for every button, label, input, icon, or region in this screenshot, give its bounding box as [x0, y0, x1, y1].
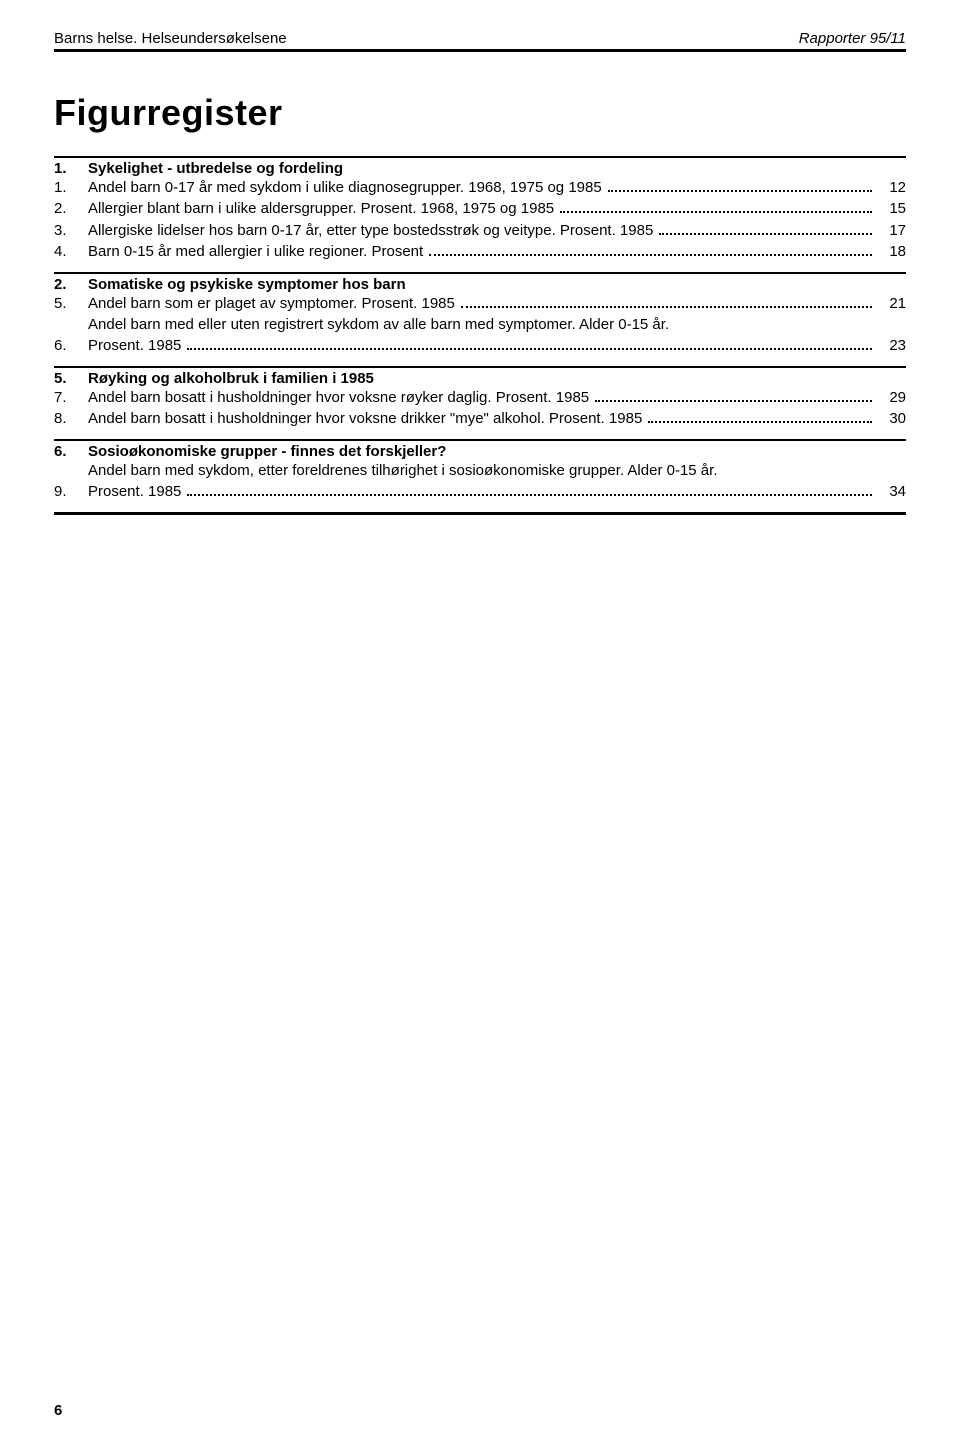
toc-entry: 8.Andel barn bosatt i husholdninger hvor…	[54, 409, 906, 429]
entry-text: Andel barn 0-17 år med sykdom i ulike di…	[88, 178, 906, 198]
entry-page: 12	[876, 178, 906, 198]
header-left: Barns helse. Helseundersøkelsene	[54, 30, 287, 47]
toc-entry: 6.Andel barn med eller uten registrert s…	[54, 315, 906, 356]
entry-page: 15	[876, 199, 906, 219]
section-number: 6.	[54, 443, 88, 460]
leader-dots	[608, 190, 872, 192]
section-heading: 5.Røyking og alkoholbruk i familien i 19…	[54, 370, 906, 387]
entry-text: Andel barn som er plaget av symptomer. P…	[88, 294, 906, 314]
section-title: Røyking og alkoholbruk i familien i 1985	[88, 370, 374, 387]
section-title: Sykelighet - utbredelse og fordeling	[88, 160, 343, 177]
header-right: Rapporter 95/11	[799, 30, 906, 47]
toc-section: 6.Sosioøkonomiske grupper - finnes det f…	[54, 439, 906, 502]
entry-label: Andel barn som er plaget av symptomer. P…	[88, 294, 455, 314]
entry-label-row: Andel barn 0-17 år med sykdom i ulike di…	[88, 178, 906, 198]
page-title: Figurregister	[54, 92, 906, 134]
entry-number: 1.	[54, 178, 88, 198]
leader-dots	[648, 421, 872, 423]
entry-text: Barn 0-15 år med allergier i ulike regio…	[88, 242, 906, 262]
entry-text: Allergier blant barn i ulike aldersgrupp…	[88, 199, 906, 219]
entry-number: 6.	[54, 336, 88, 356]
entry-number: 8.	[54, 409, 88, 429]
section-number: 1.	[54, 160, 88, 177]
entry-page: 18	[876, 242, 906, 262]
figure-register: 1.Sykelighet - utbredelse og fordeling1.…	[54, 156, 906, 515]
entry-label: Andel barn 0-17 år med sykdom i ulike di…	[88, 178, 602, 198]
entry-page: 34	[876, 482, 906, 502]
entry-page: 23	[876, 336, 906, 356]
entry-number: 9.	[54, 482, 88, 502]
section-heading: 6.Sosioøkonomiske grupper - finnes det f…	[54, 443, 906, 460]
entry-text: Andel barn med sykdom, etter foreldrenes…	[88, 461, 906, 502]
entry-number: 5.	[54, 294, 88, 314]
page-number: 6	[54, 1402, 62, 1419]
section-title: Sosioøkonomiske grupper - finnes det for…	[88, 443, 446, 460]
entry-label-row: Prosent. 1985 34	[88, 482, 906, 502]
entry-label-line1: Andel barn med eller uten registrert syk…	[88, 315, 906, 335]
section-heading: 2.Somatiske og psykiske symptomer hos ba…	[54, 276, 906, 293]
toc-section: 2.Somatiske og psykiske symptomer hos ba…	[54, 272, 906, 356]
toc-section: 1.Sykelighet - utbredelse og fordeling1.…	[54, 156, 906, 262]
leader-dots	[659, 233, 872, 235]
toc-section: 5.Røyking og alkoholbruk i familien i 19…	[54, 366, 906, 430]
section-title: Somatiske og psykiske symptomer hos barn	[88, 276, 406, 293]
entry-label-row: Barn 0-15 år med allergier i ulike regio…	[88, 242, 906, 262]
bottom-rule	[54, 512, 906, 515]
entry-label-line1: Andel barn med sykdom, etter foreldrenes…	[88, 461, 906, 481]
entry-text: Andel barn bosatt i husholdninger hvor v…	[88, 388, 906, 408]
entry-page: 21	[876, 294, 906, 314]
entry-label: Barn 0-15 år med allergier i ulike regio…	[88, 242, 423, 262]
entry-page: 17	[876, 221, 906, 241]
running-header: Barns helse. Helseundersøkelsene Rapport…	[54, 30, 906, 49]
entry-number: 4.	[54, 242, 88, 262]
entry-label: Prosent. 1985	[88, 482, 181, 502]
leader-dots	[187, 494, 872, 496]
leader-dots	[429, 254, 872, 256]
entry-label: Andel barn bosatt i husholdninger hvor v…	[88, 388, 589, 408]
section-number: 5.	[54, 370, 88, 387]
entry-text: Andel barn bosatt i husholdninger hvor v…	[88, 409, 906, 429]
toc-entry: 3.Allergiske lidelser hos barn 0-17 år, …	[54, 221, 906, 241]
entry-text: Allergiske lidelser hos barn 0-17 år, et…	[88, 221, 906, 241]
entry-label-row: Allergiske lidelser hos barn 0-17 år, et…	[88, 221, 906, 241]
leader-dots	[461, 306, 872, 308]
entry-label: Prosent. 1985	[88, 336, 181, 356]
entry-page: 30	[876, 409, 906, 429]
entry-label: Andel barn bosatt i husholdninger hvor v…	[88, 409, 642, 429]
leader-dots	[595, 400, 872, 402]
entry-label-row: Andel barn bosatt i husholdninger hvor v…	[88, 409, 906, 429]
entry-label-row: Andel barn bosatt i husholdninger hvor v…	[88, 388, 906, 408]
leader-dots	[560, 211, 872, 213]
entry-label-row: Andel barn som er plaget av symptomer. P…	[88, 294, 906, 314]
entry-text: Andel barn med eller uten registrert syk…	[88, 315, 906, 356]
toc-entry: 4.Barn 0-15 år med allergier i ulike reg…	[54, 242, 906, 262]
toc-entry: 5.Andel barn som er plaget av symptomer.…	[54, 294, 906, 314]
entry-label: Allergier blant barn i ulike aldersgrupp…	[88, 199, 554, 219]
entry-label-row: Allergier blant barn i ulike aldersgrupp…	[88, 199, 906, 219]
entry-page: 29	[876, 388, 906, 408]
entry-number: 2.	[54, 199, 88, 219]
leader-dots	[187, 348, 872, 350]
toc-entry: 7.Andel barn bosatt i husholdninger hvor…	[54, 388, 906, 408]
section-number: 2.	[54, 276, 88, 293]
entry-number: 3.	[54, 221, 88, 241]
toc-entry: 9.Andel barn med sykdom, etter foreldren…	[54, 461, 906, 502]
page: Barns helse. Helseundersøkelsene Rapport…	[0, 0, 960, 1449]
section-heading: 1.Sykelighet - utbredelse og fordeling	[54, 160, 906, 177]
entry-label: Allergiske lidelser hos barn 0-17 år, et…	[88, 221, 653, 241]
header-rule	[54, 49, 906, 52]
entry-number: 7.	[54, 388, 88, 408]
entry-label-row: Prosent. 1985 23	[88, 336, 906, 356]
toc-entry: 1.Andel barn 0-17 år med sykdom i ulike …	[54, 178, 906, 198]
toc-entry: 2.Allergier blant barn i ulike aldersgru…	[54, 199, 906, 219]
